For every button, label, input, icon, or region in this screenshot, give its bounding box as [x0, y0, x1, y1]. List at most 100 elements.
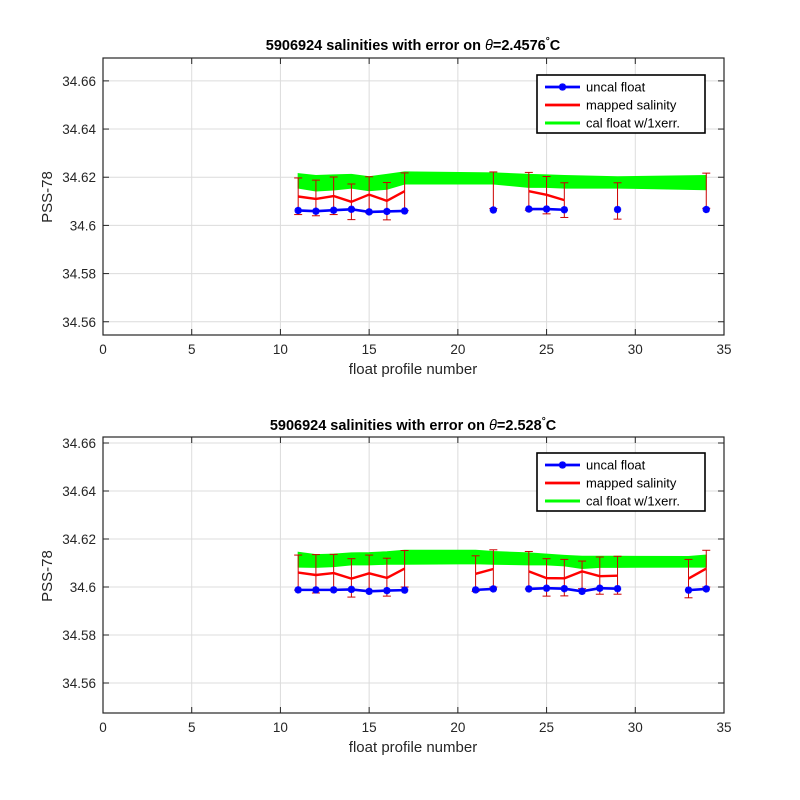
chart-bottom-uncal-series — [294, 584, 710, 595]
chart-bottom-x-tick-label-4: 20 — [450, 720, 465, 735]
chart-bottom-x-tick-label-0: 0 — [99, 720, 107, 735]
chart-bottom-y-tick-label-4: 34.64 — [62, 484, 96, 499]
chart-bottom-x-tick-label-7: 35 — [716, 720, 731, 735]
chart-top-y-ticks: 34.56 34.58 34.6 34.62 34.64 34.66 — [62, 74, 724, 330]
chart-bottom-uncal-point-11 — [560, 585, 568, 593]
chart-top-uncal-point-5 — [383, 207, 391, 216]
chart-bottom-frame-rect — [102, 436, 725, 714]
chart-top-uncal-point-9 — [542, 205, 551, 213]
chart-top-uncal-point-3 — [347, 205, 355, 213]
chart-bottom-uncal-point-10 — [542, 584, 551, 592]
chart-top-uncal-point-7 — [489, 206, 497, 214]
chart-bottom-uncal-point-0 — [294, 586, 302, 594]
chart-bottom-title-value: =2.528 — [497, 418, 542, 434]
chart-top-frame-rect — [102, 57, 725, 336]
chart-bottom-x-tick-label-1: 5 — [188, 720, 196, 735]
chart-bottom-uncal-point-4 — [365, 587, 373, 595]
chart-top-x-tick-label-7: 35 — [716, 342, 731, 357]
chart-top-title-symbol: θ — [485, 38, 493, 54]
chart-top: 5906924 salinities with error on θ=2.457… — [39, 36, 732, 378]
chart-bottom-x-tick-label-3: 15 — [362, 720, 377, 735]
chart-bottom-legend-cal-label: cal float w/1xerr. — [586, 494, 680, 509]
chart-top-y-tick-label-4: 34.64 — [62, 122, 96, 137]
chart-top-uncal-point-0 — [294, 206, 302, 215]
chart-bottom-mapped-line-3 — [687, 567, 707, 580]
chart-bottom-legend-mapped-label: mapped salinity — [586, 476, 677, 491]
chart-bottom-x-ticks: 0 5 10 15 20 25 30 35 — [99, 437, 732, 735]
chart-top-x-tick-label-5: 25 — [539, 342, 554, 357]
chart-bottom-uncal-point-15 — [684, 586, 693, 594]
chart-top-x-axis-label: float profile number — [349, 361, 477, 378]
chart-bottom-x-tick-label-5: 25 — [539, 720, 554, 735]
chart-top-x-tick-label-2: 10 — [273, 342, 288, 357]
chart-top-legend: uncal float mapped salinity cal float w/… — [536, 74, 706, 134]
chart-bottom-mapped-line-1 — [475, 567, 494, 575]
chart-top-x-tick-label-1: 5 — [188, 342, 196, 357]
chart-bottom-mapped-line-0 — [298, 567, 406, 580]
chart-bottom-x-tick-label-2: 10 — [273, 720, 288, 735]
chart-top-y-axis-label: PSS-78 — [39, 171, 56, 223]
chart-top-mapped-line-2 — [528, 190, 565, 202]
chart-bottom-error-bars — [294, 549, 711, 599]
chart-top-title-prefix: 5906924 salinities with error on — [266, 38, 485, 54]
chart-bottom-uncal-point-16 — [702, 585, 710, 593]
chart-bottom-x-axis-label: float profile number — [349, 739, 477, 756]
chart-top-x-tick-label-3: 15 — [362, 342, 377, 357]
chart-bottom-uncal-point-14 — [613, 585, 622, 593]
chart-bottom-y-ticks: 34.56 34.58 34.6 34.62 34.64 34.66 — [62, 436, 724, 691]
chart-bottom-uncal-point-9 — [525, 585, 533, 593]
chart-bottom-uncal-point-2 — [330, 586, 338, 594]
chart-bottom-title: 5906924 salinities with error on θ=2.528… — [270, 416, 557, 434]
chart-bottom-title-symbol: θ — [489, 418, 497, 434]
chart-top-x-ticks: 0 5 10 15 20 25 30 35 — [99, 58, 732, 357]
chart-top-legend-cal-label: cal float w/1xerr. — [586, 116, 680, 131]
chart-top-title-unit: C — [550, 38, 561, 54]
chart-top-uncal-point-4 — [365, 208, 373, 216]
chart-top-uncal-point-12 — [702, 205, 710, 214]
chart-top-axes-frame — [102, 57, 725, 336]
chart-bottom-uncal-point-6 — [401, 586, 409, 594]
chart-top-title-value: =2.4576 — [493, 38, 546, 54]
chart-top-legend-uncal-label: uncal float — [586, 80, 646, 95]
chart-top-uncal-point-1 — [312, 207, 320, 215]
chart-bottom-x-tick-label-6: 30 — [628, 720, 643, 735]
chart-top-title-degree: ° — [546, 36, 550, 47]
chart-bottom-uncal-point-13 — [596, 584, 604, 592]
chart-top-uncal-point-11 — [613, 205, 622, 214]
chart-top-x-tick-label-6: 30 — [628, 342, 643, 357]
chart-bottom-uncal-point-8 — [489, 585, 497, 593]
chart-bottom-mapped-line-2 — [528, 570, 618, 580]
chart-top-y-tick-label-0: 34.56 — [62, 315, 96, 330]
chart-top-uncal-series — [294, 205, 710, 216]
chart-bottom-uncal-point-12 — [578, 587, 586, 595]
chart-bottom-mapped-series — [298, 567, 707, 580]
chart-bottom-title-prefix: 5906924 salinities with error on — [270, 418, 489, 434]
chart-bottom-y-axis-label: PSS-78 — [39, 550, 56, 602]
chart-bottom-legend: uncal float mapped salinity cal float w/… — [536, 452, 706, 512]
chart-bottom: 5906924 salinities with error on θ=2.528… — [39, 416, 732, 756]
chart-top-x-tick-label-4: 20 — [450, 342, 465, 357]
chart-bottom-legend-uncal-label: uncal float — [586, 458, 646, 473]
chart-bottom-legend-uncal-marker — [558, 461, 567, 469]
chart-top-mapped-series — [298, 190, 565, 203]
chart-top-y-tick-label-2: 34.6 — [70, 218, 96, 233]
chart-bottom-uncal-point-3 — [347, 585, 355, 593]
chart-top-uncal-point-10 — [560, 206, 568, 214]
chart-bottom-y-tick-label-1: 34.58 — [62, 628, 96, 643]
chart-top-y-tick-label-5: 34.66 — [62, 74, 96, 89]
chart-top-uncal-point-8 — [525, 205, 533, 213]
chart-top-y-tick-label-1: 34.58 — [62, 267, 96, 282]
chart-bottom-y-tick-label-0: 34.56 — [62, 676, 96, 691]
chart-top-mapped-line-0 — [298, 190, 406, 203]
chart-bottom-y-tick-label-2: 34.6 — [70, 580, 96, 595]
chart-bottom-uncal-point-7 — [472, 586, 480, 594]
chart-bottom-uncal-point-5 — [383, 587, 391, 595]
chart-top-uncal-point-2 — [330, 206, 338, 214]
chart-bottom-axes-frame — [102, 436, 725, 714]
chart-top-uncal-point-6 — [401, 207, 409, 215]
chart-top-legend-uncal-marker — [558, 83, 567, 91]
chart-bottom-y-tick-label-3: 34.62 — [62, 532, 96, 547]
chart-top-title: 5906924 salinities with error on θ=2.457… — [266, 36, 561, 54]
chart-top-x-tick-label-0: 0 — [99, 342, 107, 357]
